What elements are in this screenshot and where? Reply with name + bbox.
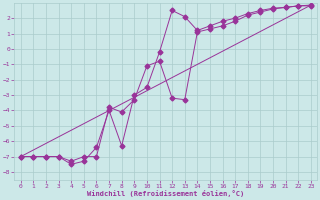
X-axis label: Windchill (Refroidissement éolien,°C): Windchill (Refroidissement éolien,°C) — [87, 190, 244, 197]
